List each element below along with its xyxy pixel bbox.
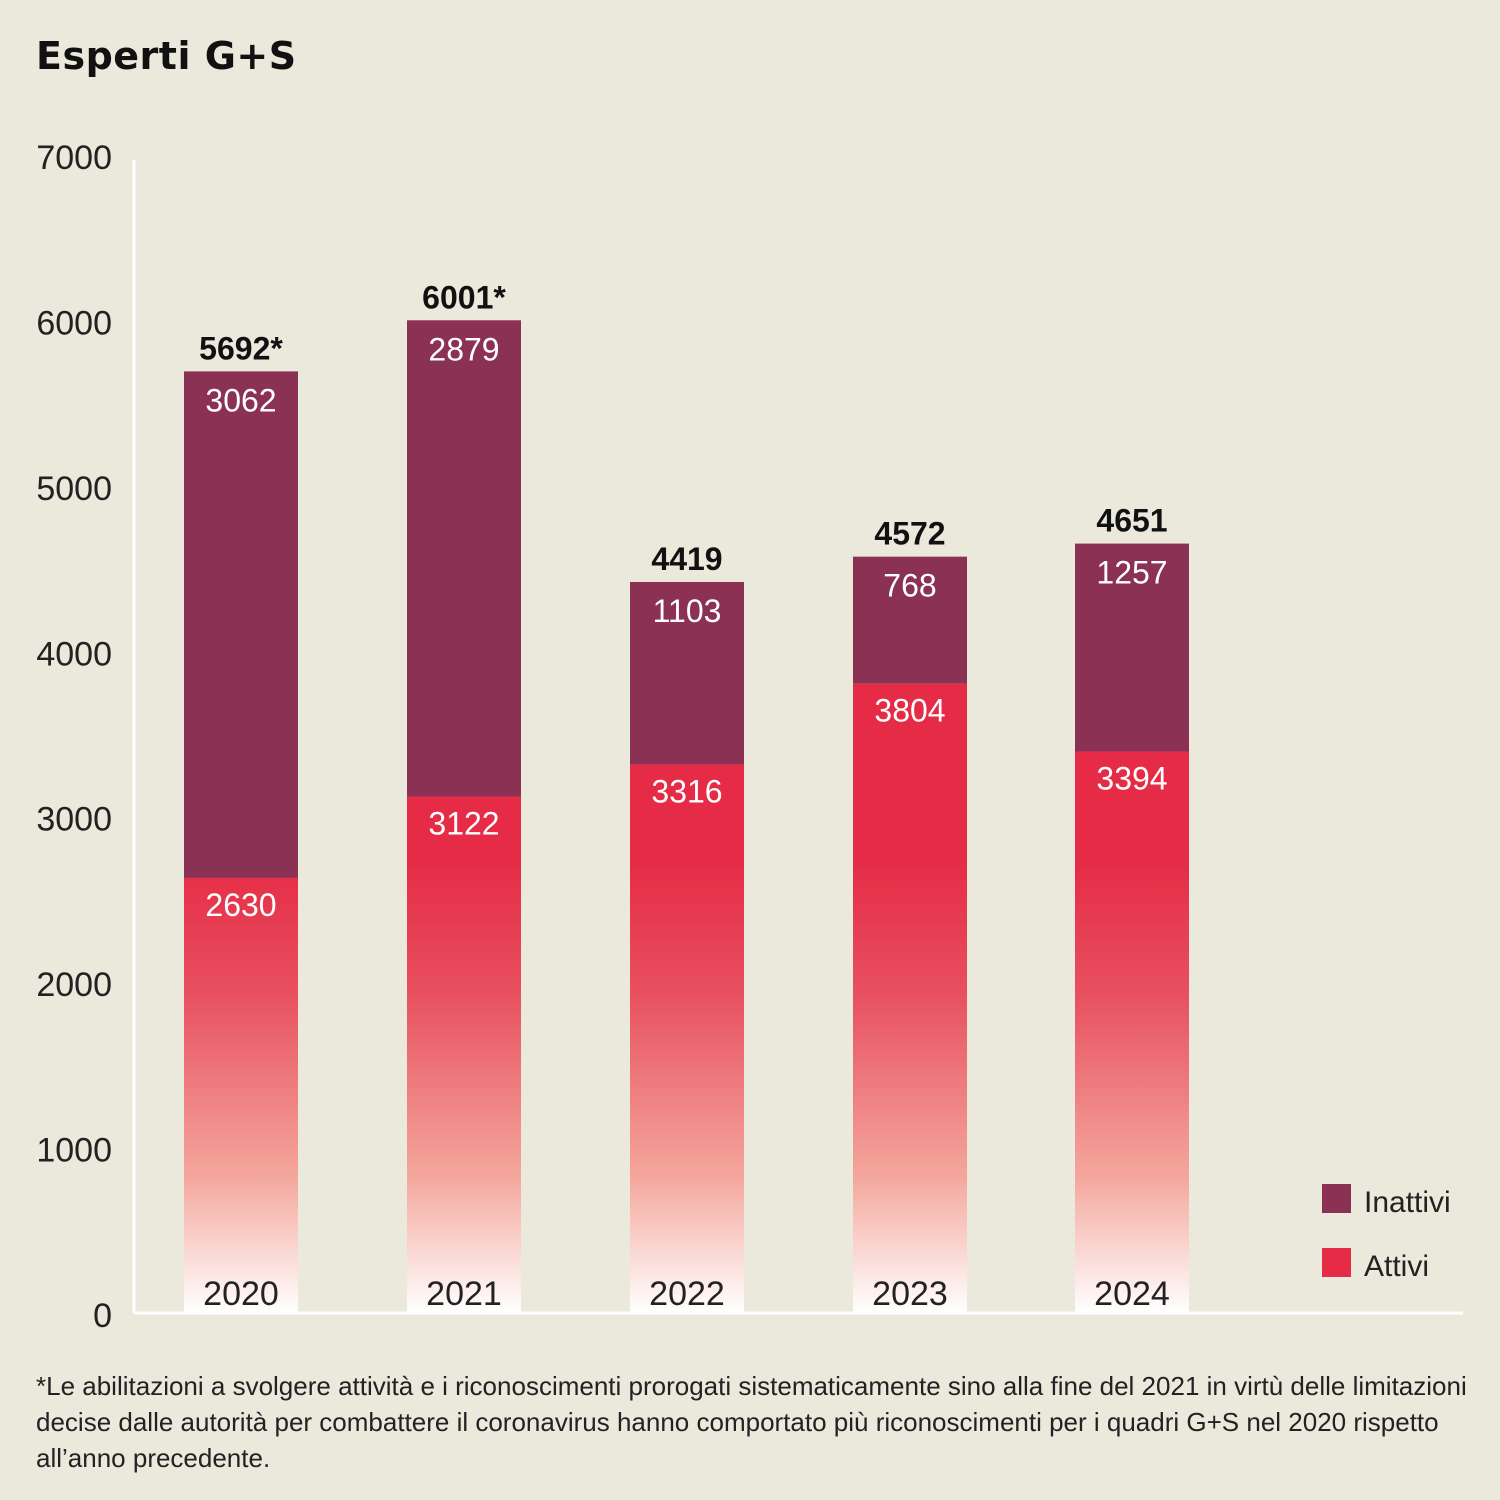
x-tick-label-2023: 2023 xyxy=(872,1275,948,1313)
label-total-2023: 4572 xyxy=(874,516,945,552)
label-total-2021: 6001* xyxy=(422,279,506,315)
chart-title: Esperti G+S xyxy=(36,34,297,78)
y-tick-label-5000: 5000 xyxy=(36,470,112,508)
bar-attivi-2021 xyxy=(407,796,521,1313)
legend-swatch-inattivi xyxy=(1322,1184,1351,1213)
x-tick-label-2021: 2021 xyxy=(426,1275,502,1313)
y-tick-label-1000: 1000 xyxy=(36,1132,112,1170)
y-tick-label-3000: 3000 xyxy=(36,801,112,839)
footnote: *Le abilitazioni a svolgere attività e i… xyxy=(36,1371,1467,1473)
label-inattivi-2021: 2879 xyxy=(428,331,499,367)
label-total-2020: 5692* xyxy=(199,330,283,366)
bar-attivi-2023 xyxy=(853,683,967,1313)
label-total-2022: 4419 xyxy=(651,541,722,577)
bar-inattivi-2024 xyxy=(1075,543,1189,752)
bar-attivi-2022 xyxy=(630,764,744,1313)
bar-inattivi-2021 xyxy=(407,320,521,797)
label-inattivi-2022: 1103 xyxy=(653,593,722,629)
label-attivi-2022: 3316 xyxy=(651,773,722,809)
bar-inattivi-2022 xyxy=(630,581,744,765)
y-tick-label-2000: 2000 xyxy=(36,966,112,1004)
y-tick-label-7000: 7000 xyxy=(36,139,112,177)
bar-inattivi-2023 xyxy=(853,556,967,684)
legend-swatch-attivi xyxy=(1322,1248,1351,1277)
y-tick-label-0: 0 xyxy=(93,1297,112,1335)
legend-label-inattivi: Inattivi xyxy=(1364,1186,1451,1219)
bar-chart: 2630 3062 5692* 2020 3122 2879 6001* 2021 3316 11… xyxy=(36,139,1463,1335)
label-attivi-2024: 3394 xyxy=(1096,761,1167,797)
y-tick-label-4000: 4000 xyxy=(36,635,112,673)
label-inattivi-2023: 768 xyxy=(883,568,936,604)
x-tick-label-2024: 2024 xyxy=(1094,1275,1170,1313)
bar-attivi-2024 xyxy=(1075,751,1189,1313)
y-tick-label-6000: 6000 xyxy=(36,304,112,342)
label-attivi-2020: 2630 xyxy=(205,887,276,923)
bar-inattivi-2020 xyxy=(184,371,298,878)
x-tick-label-2020: 2020 xyxy=(203,1275,279,1313)
x-tick-label-2022: 2022 xyxy=(649,1275,725,1313)
label-inattivi-2024: 1257 xyxy=(1096,555,1167,591)
label-attivi-2021: 3122 xyxy=(428,806,499,842)
label-total-2024: 4651 xyxy=(1096,503,1167,539)
bar-attivi-2020 xyxy=(184,877,298,1313)
label-attivi-2023: 3804 xyxy=(874,693,945,729)
legend-label-attivi: Attivi xyxy=(1364,1250,1429,1283)
label-inattivi-2020: 3062 xyxy=(205,382,276,418)
